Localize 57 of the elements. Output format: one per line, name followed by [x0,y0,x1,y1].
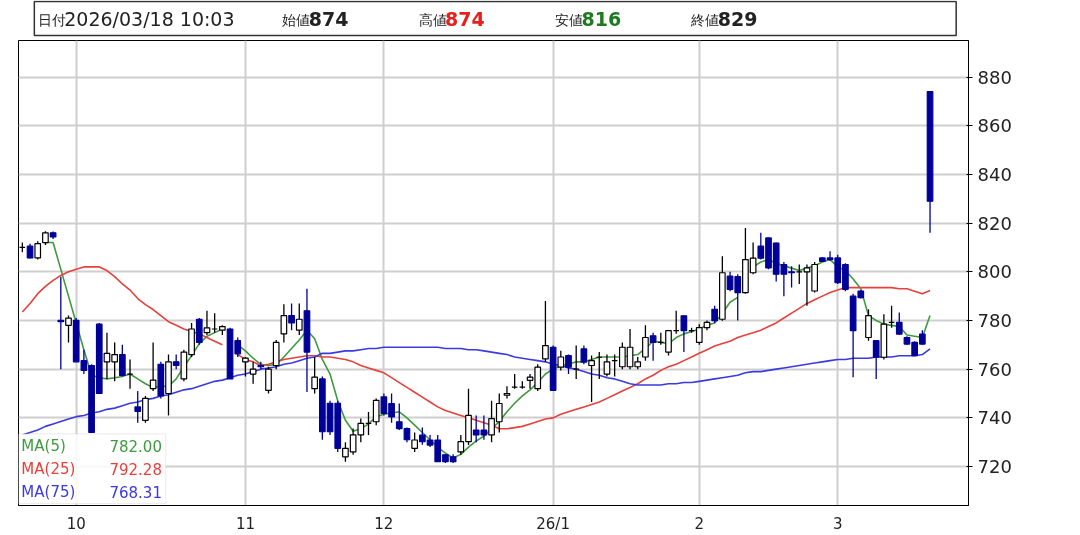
x-tick-label: 11 [235,514,255,533]
candlestick [588,354,595,403]
y-tick-label: 800 [977,261,1012,283]
candlestick [149,341,157,392]
candlestick [118,344,126,378]
annotation: 792.28 [109,460,162,479]
candlestick [580,344,588,365]
y-tick-label: 720 [977,456,1012,478]
candlestick [372,397,380,426]
candlestick [265,366,272,395]
text: 終値829 [690,7,758,30]
x-tick-label: 12 [374,514,394,533]
candlestick [411,431,419,453]
y-tick-label: 840 [977,163,1012,185]
candlestick [288,302,295,331]
text: 高値874 [418,7,485,30]
candlestick [295,302,303,336]
y-tick-label: 820 [977,212,1012,234]
candlestick [249,361,257,385]
y-tick-label: 780 [977,309,1012,331]
candlestick [557,350,565,372]
candlestick [242,356,249,378]
annotation: 782.00 [109,437,162,456]
chart-title: 日付2026/03/18 10:03 [37,7,235,30]
y-tick-label: 860 [977,115,1012,137]
text: 始値874 [282,7,349,30]
text: MA(5) [21,436,66,455]
candlestick [503,385,511,400]
candlestick [280,303,288,344]
candlestick [126,358,134,390]
candlestick [65,314,72,344]
x-tick-label: 10 [66,514,86,533]
x-tick-label: 26/1 [536,514,570,533]
candlestick [311,356,319,395]
text: 安値816 [555,7,622,30]
text: MA(25) [21,459,76,478]
candlestick [542,300,549,363]
candlestick [865,308,872,342]
candlestick [34,240,42,261]
candlestick [142,395,149,424]
candlestick [272,339,280,370]
y-tick-label: 740 [977,407,1012,429]
y-tick-label: 760 [977,358,1012,380]
candlestick [203,310,211,336]
candlestick [649,332,657,362]
candlestick [680,314,688,353]
x-tick-label: 3 [832,514,843,533]
candlestick [603,353,611,378]
candlestick [872,339,880,380]
annotation: 768.31 [109,484,162,503]
candlestick [642,324,649,362]
candlestick [195,317,203,346]
x-tick-label: 2 [694,514,705,533]
candlestick [57,276,65,370]
y-tick-label: 880 [977,66,1012,88]
candlestick [134,390,142,424]
text: MA(75) [21,483,76,502]
